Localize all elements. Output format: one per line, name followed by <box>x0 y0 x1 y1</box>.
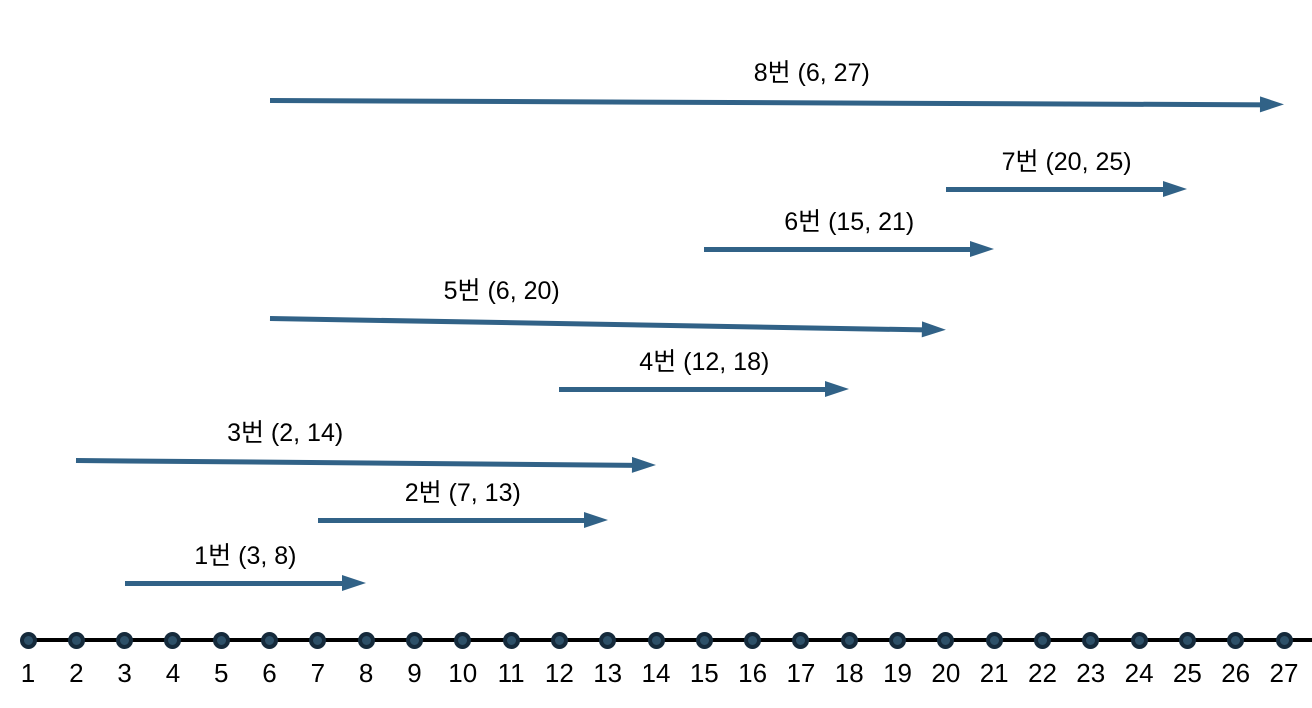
interval-arrow-4 <box>559 381 850 397</box>
arrow-head-icon <box>583 512 608 528</box>
interval-arrow-8 <box>269 92 1285 113</box>
arrow-head-icon <box>342 575 367 591</box>
arrow-head-icon <box>1163 181 1188 197</box>
axis-dot-10 <box>454 631 472 649</box>
arrow-head-icon <box>921 321 946 338</box>
axis-dot-23 <box>1082 631 1100 649</box>
axis-dot-17 <box>792 631 810 649</box>
axis-dot-5 <box>212 631 230 649</box>
arrow-shaft <box>704 247 981 252</box>
axis-dot-19 <box>889 631 907 649</box>
axis-dot-11 <box>502 631 520 649</box>
axis-tick-label-16: 16 <box>738 658 768 688</box>
axis-tick-label-13: 13 <box>593 658 623 688</box>
axis-tick-label-7: 7 <box>310 658 326 688</box>
axis-tick-label-26: 26 <box>1221 658 1251 688</box>
number-line <box>28 638 1312 642</box>
axis-dot-4 <box>164 631 182 649</box>
axis-dot-26 <box>1227 631 1245 649</box>
interval-label-5: 5번 (6, 20) <box>443 277 560 305</box>
arrow-shaft <box>269 98 1270 108</box>
axis-tick-label-5: 5 <box>213 658 229 688</box>
axis-dot-1 <box>19 631 37 649</box>
arrow-shaft <box>317 518 594 523</box>
arrow-shaft <box>269 316 932 333</box>
interval-label-6: 6번 (15, 21) <box>784 208 915 236</box>
arrow-shaft <box>76 458 642 468</box>
interval-label-7: 7번 (20, 25) <box>1001 148 1132 176</box>
interval-arrow-6 <box>704 241 995 257</box>
axis-dot-25 <box>1178 631 1196 649</box>
interval-arrow-7 <box>945 181 1188 197</box>
axis-tick-label-14: 14 <box>641 658 671 688</box>
interval-label-3: 3번 (2, 14) <box>227 419 344 447</box>
axis-tick-label-12: 12 <box>544 658 574 688</box>
axis-tick-label-3: 3 <box>117 658 132 688</box>
arrow-shaft <box>559 387 836 392</box>
interval-arrow-5 <box>269 310 946 338</box>
axis-tick-label-15: 15 <box>689 658 719 688</box>
arrow-shaft <box>124 581 353 586</box>
axis-tick-label-2: 2 <box>69 658 84 688</box>
axis-tick-label-1: 1 <box>20 658 36 688</box>
interval-arrow-1 <box>124 575 367 591</box>
axis-dot-15 <box>695 631 713 649</box>
axis-dot-12 <box>550 631 568 649</box>
axis-dot-7 <box>309 631 327 649</box>
interval-arrow-2 <box>317 512 608 528</box>
axis-dot-2 <box>67 631 85 649</box>
arrow-head-icon <box>1259 96 1285 113</box>
axis-dot-20 <box>937 631 955 649</box>
arrow-head-icon <box>825 381 850 397</box>
axis-tick-label-24: 24 <box>1124 658 1154 688</box>
axis-dot-3 <box>116 631 134 649</box>
axis-dot-22 <box>1033 631 1051 649</box>
axis-tick-label-23: 23 <box>1076 658 1106 688</box>
axis-tick-label-11: 11 <box>497 658 525 688</box>
interval-label-8: 8번 (6, 27) <box>753 59 870 87</box>
axis-tick-label-25: 25 <box>1172 658 1202 688</box>
axis-dot-6 <box>261 631 279 649</box>
arrow-shaft <box>945 187 1174 192</box>
axis-tick-label-19: 19 <box>883 658 912 688</box>
axis-dot-16 <box>744 631 762 649</box>
interval-label-1: 1번 (3, 8) <box>194 542 297 570</box>
interval-label-4: 4번 (12, 18) <box>639 348 770 376</box>
axis-dot-21 <box>985 631 1003 649</box>
axis-dot-14 <box>647 631 665 649</box>
interval-arrow-3 <box>76 452 657 474</box>
axis-dot-24 <box>1130 631 1148 649</box>
axis-tick-label-22: 22 <box>1027 658 1057 688</box>
axis-dot-27 <box>1275 631 1293 649</box>
axis-tick-label-8: 8 <box>358 658 374 688</box>
axis-tick-label-17: 17 <box>786 658 816 688</box>
axis-dot-13 <box>599 631 617 649</box>
axis-tick-label-9: 9 <box>407 658 422 688</box>
arrow-head-icon <box>631 456 657 474</box>
axis-tick-label-21: 21 <box>979 658 1009 688</box>
axis-dot-8 <box>357 631 375 649</box>
axis-tick-label-10: 10 <box>448 658 478 688</box>
axis-dot-18 <box>840 631 858 649</box>
axis-tick-label-6: 6 <box>262 658 277 688</box>
axis-dot-9 <box>405 631 423 649</box>
interval-label-2: 2번 (7, 13) <box>404 479 521 507</box>
axis-tick-label-27: 27 <box>1269 658 1299 688</box>
axis-tick-label-18: 18 <box>834 658 864 688</box>
arrow-head-icon <box>970 241 995 257</box>
axis-tick-label-20: 20 <box>931 658 961 688</box>
axis-tick-label-4: 4 <box>165 658 181 688</box>
